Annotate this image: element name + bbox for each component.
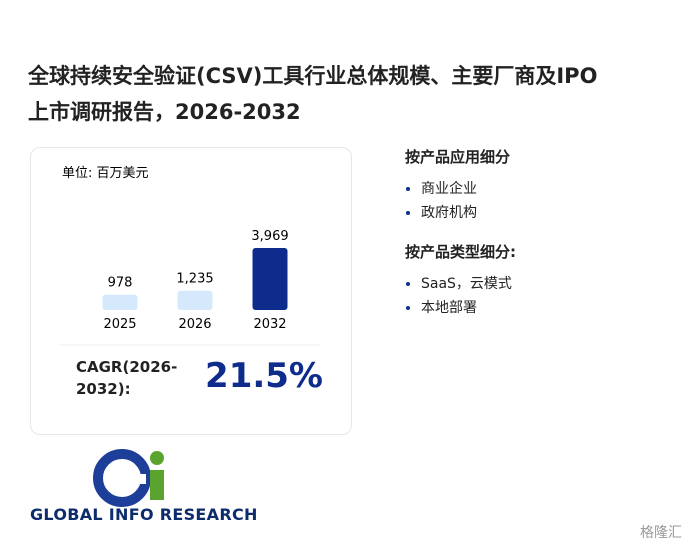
x-tick-label: 2025 [103,317,136,332]
unit-label: 单位: 百万美元 [62,166,149,181]
corner-mark: 格隆汇 [640,525,682,541]
value-label: 3,969 [251,229,288,244]
value-label: 978 [108,276,133,291]
x-tick-label: 2026 [178,317,211,332]
segment-heading: 按产品应用细分 [405,148,511,166]
segment-list: SaaS，云模式本地部署 [405,272,685,320]
logo-mark [93,449,164,507]
x-tick-label: 2032 [253,317,286,332]
title-line: 全球持续安全验证(CSV)工具行业总体规模、主要厂商及IPO [28,64,598,88]
cagr-value: 21.5% [205,356,323,396]
cagr-label: CAGR(2026-2032): [76,358,178,398]
bar [177,290,213,310]
segment-item: SaaS，云模式 [421,272,685,296]
segment-heading: 按产品类型细分: [405,243,516,261]
segment-item: 本地部署 [421,296,685,320]
segments: 按产品应用细分商业企业政府机构按产品类型细分: SaaS，云模式本地部署 [405,146,685,336]
segment-item: 政府机构 [421,201,685,225]
bar [252,248,288,310]
bar [102,294,138,310]
chart-card [30,147,352,435]
segment-item: 商业企业 [421,177,685,201]
logo-text: GLOBAL INFO RESEARCH [30,505,258,524]
title: 全球持续安全验证(CSV)工具行业总体规模、主要厂商及IPO 上市调研报告，20… [28,58,678,130]
value-label: 1,235 [176,272,213,287]
title-line: 上市调研报告，2026-2032 [28,100,301,124]
segment-list: 商业企业政府机构 [405,177,685,225]
